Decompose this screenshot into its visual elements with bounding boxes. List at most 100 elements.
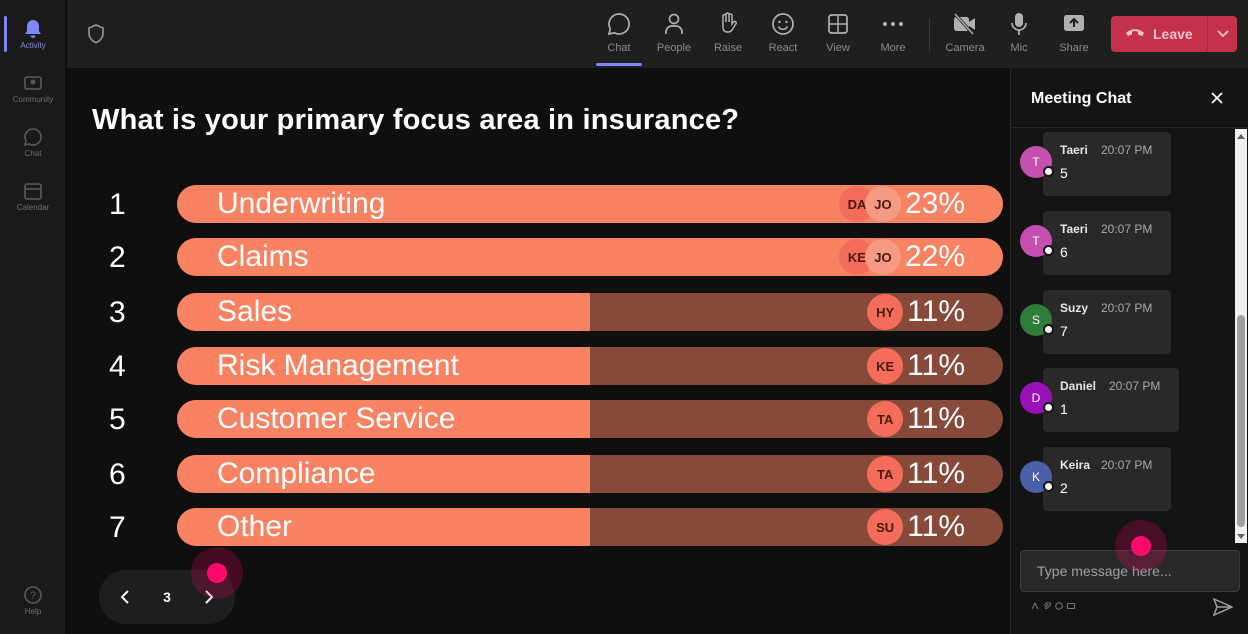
chat-message: Taeri 20:07 PM 5 T	[1011, 132, 1235, 196]
rail-item-calendar[interactable]: Calendar	[0, 170, 66, 222]
toolbar-chat-button[interactable]: Chat	[594, 10, 644, 66]
toolbar-view-button[interactable]: View	[813, 10, 863, 60]
community-icon	[22, 73, 44, 93]
option-bar-fill	[177, 455, 590, 493]
avatar[interactable]: D	[1020, 382, 1052, 414]
option-label: Sales	[217, 295, 293, 328]
chat-message: Suzy 20:07 PM 7 S	[1011, 290, 1235, 354]
presence-indicator	[1043, 402, 1054, 413]
chat-message-list[interactable]: Taeri 20:07 PM 5 T Taeri 20:07 PM 6 T Su…	[1011, 129, 1235, 543]
click-indicator	[191, 547, 243, 599]
composer-toolbar	[1031, 602, 1075, 610]
close-icon	[1211, 92, 1223, 104]
shield-icon[interactable]	[87, 24, 105, 49]
chat-message: Daniel 20:07 PM 1 D	[1011, 368, 1235, 432]
message-bubble: Taeri 20:07 PM 5	[1043, 132, 1171, 196]
toolbar-button-label: Mic	[1010, 42, 1028, 54]
message-time: 20:07 PM	[1101, 222, 1153, 236]
toolbar-mic-button[interactable]: Mic	[994, 10, 1044, 60]
rail-item-community[interactable]: Community	[0, 62, 66, 114]
option-percent: 22%	[904, 240, 965, 273]
option-label: Other	[217, 510, 293, 543]
rail-item-help[interactable]: ? Help	[0, 574, 66, 626]
chat-scrollbar[interactable]	[1235, 129, 1247, 543]
slide-number: 3	[163, 589, 171, 605]
rail-item-label: Community	[12, 94, 54, 104]
more-icon	[880, 10, 906, 38]
calendar-icon	[22, 181, 44, 201]
toolbar-raise-button[interactable]: Raise	[703, 10, 753, 60]
message-time: 20:07 PM	[1101, 458, 1153, 472]
voter-avatar: TA	[867, 401, 904, 437]
poll-option-row: 4 Risk Management KE 11%	[67, 347, 1010, 385]
rail-item-chat[interactable]: Chat	[0, 116, 66, 168]
leave-options-button[interactable]	[1208, 16, 1237, 52]
camera-off-icon	[952, 10, 978, 38]
message-sender: Keira	[1060, 458, 1091, 472]
toolbar-camera-button[interactable]: Camera	[940, 10, 990, 60]
option-label: Compliance	[217, 457, 376, 490]
chat-icon	[22, 127, 44, 147]
gif-icon[interactable]	[1067, 602, 1075, 610]
option-bar: Risk Management KE 11%	[177, 347, 1003, 385]
option-number: 2	[109, 241, 126, 274]
toolbar-button-label: Chat	[607, 42, 631, 54]
option-bar-fill	[177, 347, 590, 385]
poll-stage: What is your primary focus area in insur…	[67, 68, 1010, 634]
option-result: TA 11%	[867, 400, 965, 438]
scroll-down-arrow-icon[interactable]	[1235, 529, 1247, 543]
prev-slide-button[interactable]	[113, 585, 137, 609]
option-bar-fill	[177, 400, 590, 438]
rail-item-label: Calendar	[16, 202, 50, 212]
message-sender: Suzy	[1060, 301, 1089, 315]
option-percent: 11%	[907, 510, 965, 543]
toolbar-button-label: More	[880, 42, 906, 54]
option-bar: Customer Service TA 11%	[177, 400, 1003, 438]
option-bar-fill	[177, 508, 590, 546]
option-label: Underwriting	[217, 187, 386, 220]
chat-title: Meeting Chat	[1031, 90, 1132, 107]
send-icon	[1212, 597, 1234, 617]
toolbar-divider	[929, 18, 930, 52]
toolbar-share-button[interactable]: Share	[1049, 10, 1099, 60]
format-icon[interactable]	[1031, 602, 1039, 610]
attach-icon[interactable]	[1043, 602, 1051, 610]
toolbar-more-button[interactable]: More	[868, 10, 918, 60]
option-bar-fill	[177, 293, 590, 331]
message-text: 7	[1060, 323, 1068, 339]
toolbar-people-button[interactable]: People	[649, 10, 699, 60]
scrollbar-thumb[interactable]	[1237, 315, 1245, 527]
option-number: 6	[109, 458, 126, 491]
toolbar-button-label: React	[768, 42, 798, 54]
option-result: DA JO 23%	[838, 185, 965, 223]
bell-icon	[22, 19, 44, 39]
message-bubble: Taeri 20:07 PM 6	[1043, 211, 1171, 275]
poll-option-row: 6 Compliance TA 11%	[67, 455, 1010, 493]
toolbar-react-button[interactable]: React	[758, 10, 808, 60]
message-text: 6	[1060, 244, 1068, 260]
leave-button[interactable]: Leave	[1111, 16, 1207, 52]
option-result: KE JO 22%	[838, 238, 965, 276]
scroll-up-arrow-icon[interactable]	[1235, 129, 1247, 143]
option-result: SU 11%	[867, 508, 965, 546]
close-chat-button[interactable]	[1207, 88, 1227, 108]
voter-avatar: KE	[867, 348, 904, 384]
people-icon	[661, 10, 687, 38]
message-text: 1	[1060, 401, 1068, 417]
mic-icon	[1006, 10, 1032, 38]
smiley-icon	[770, 10, 796, 38]
leave-button-label: Leave	[1153, 26, 1193, 42]
send-button[interactable]	[1212, 597, 1234, 618]
rail-item-label: Chat	[24, 148, 42, 158]
chat-icon	[606, 10, 632, 38]
svg-text:?: ?	[30, 590, 36, 602]
message-text: 2	[1060, 480, 1068, 496]
option-bar: Compliance TA 11%	[177, 455, 1003, 493]
emoji-icon[interactable]	[1055, 602, 1063, 610]
message-bubble: Keira 20:07 PM 2	[1043, 447, 1171, 511]
app-rail: Activity Community Chat Calendar ? Help	[0, 0, 66, 634]
rail-item-activity[interactable]: Activity	[0, 8, 66, 60]
option-label: Customer Service	[217, 402, 456, 435]
message-sender: Taeri	[1060, 143, 1088, 157]
option-number: 7	[109, 511, 126, 544]
